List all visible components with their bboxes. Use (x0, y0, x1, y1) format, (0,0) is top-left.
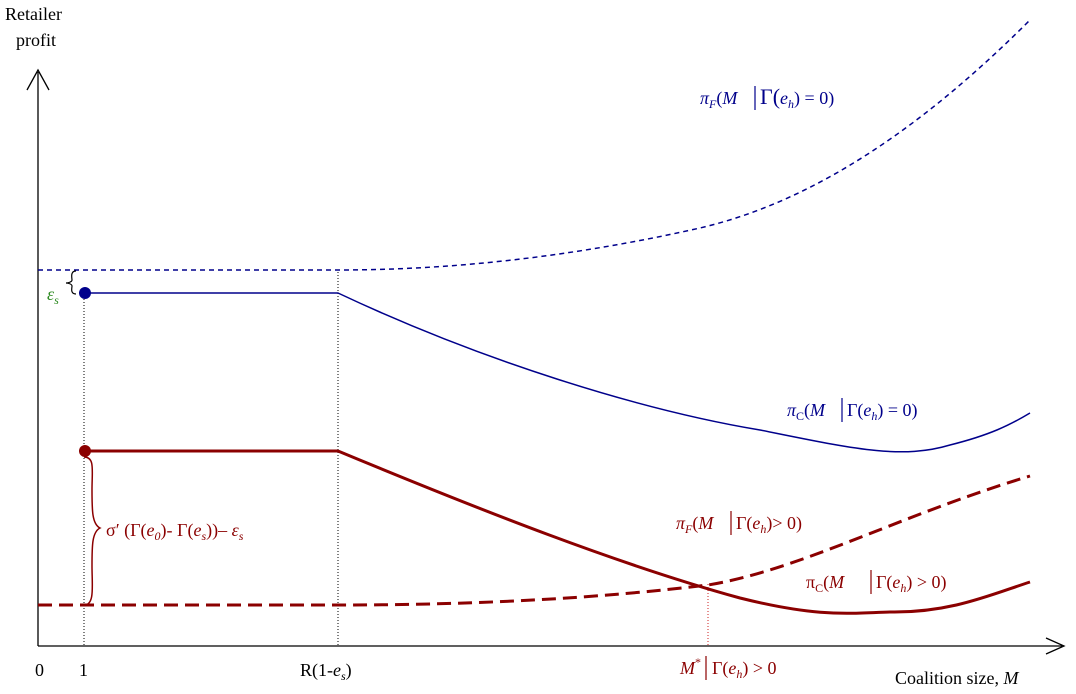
tick-1: 1 (79, 660, 88, 680)
svg-text:Γ(eh) > 0: Γ(eh) > 0 (712, 658, 777, 681)
label-piF-hpos: πF(M Γ(eh)> 0) (676, 511, 802, 536)
tick-r: R(1-es) (300, 660, 352, 683)
svg-text:Γ(eh) = 0): Γ(eh) = 0) (847, 400, 918, 423)
point-darkred (79, 445, 91, 457)
svg-text:πF(M: πF(M (700, 88, 738, 111)
svg-text:Γ(eh)> 0): Γ(eh)> 0) (736, 513, 802, 536)
svg-text:Γ(eh) = 0): Γ(eh) = 0) (760, 84, 834, 111)
curve-piC-h0 (84, 292, 1031, 453)
x-axis-label: Coalition size, M (895, 668, 1019, 688)
x-axis-arrowhead (1045, 637, 1066, 655)
svg-text:πC(M: πC(M (787, 400, 826, 423)
curve-piF-hpos (38, 474, 1031, 607)
sigma-brace (83, 456, 102, 606)
curve-piF-h0 (38, 19, 1031, 271)
svg-text:M*: M* (679, 655, 701, 678)
y-axis-label-line2: profit (16, 30, 56, 50)
tick-mstar: M* Γ(eh) > 0 (679, 655, 777, 681)
y-axis-label-line1: Retailer (5, 4, 62, 24)
svg-text:πF(M: πF(M (676, 513, 714, 536)
tick-origin: 0 (35, 660, 44, 680)
y-axis-arrowhead (26, 68, 50, 91)
svg-text:Γ(eh) > 0): Γ(eh) > 0) (876, 572, 947, 595)
svg-text:πC(M: πC(M (806, 572, 845, 595)
label-piF-h0: πF(M Γ(eh) = 0) (700, 84, 834, 111)
label-piC-hpos: πC(M Γ(eh) > 0) (806, 570, 947, 595)
epsilon-brace (65, 270, 77, 295)
label-piC-h0: πC(M Γ(eh) = 0) (787, 398, 918, 423)
curve-piC-hpos (84, 449, 1031, 615)
epsilon-label: εs (47, 284, 59, 307)
point-blue (79, 287, 91, 299)
sigma-label: σ′ (Γ(e0)- Γ(es))– εs (106, 520, 244, 543)
